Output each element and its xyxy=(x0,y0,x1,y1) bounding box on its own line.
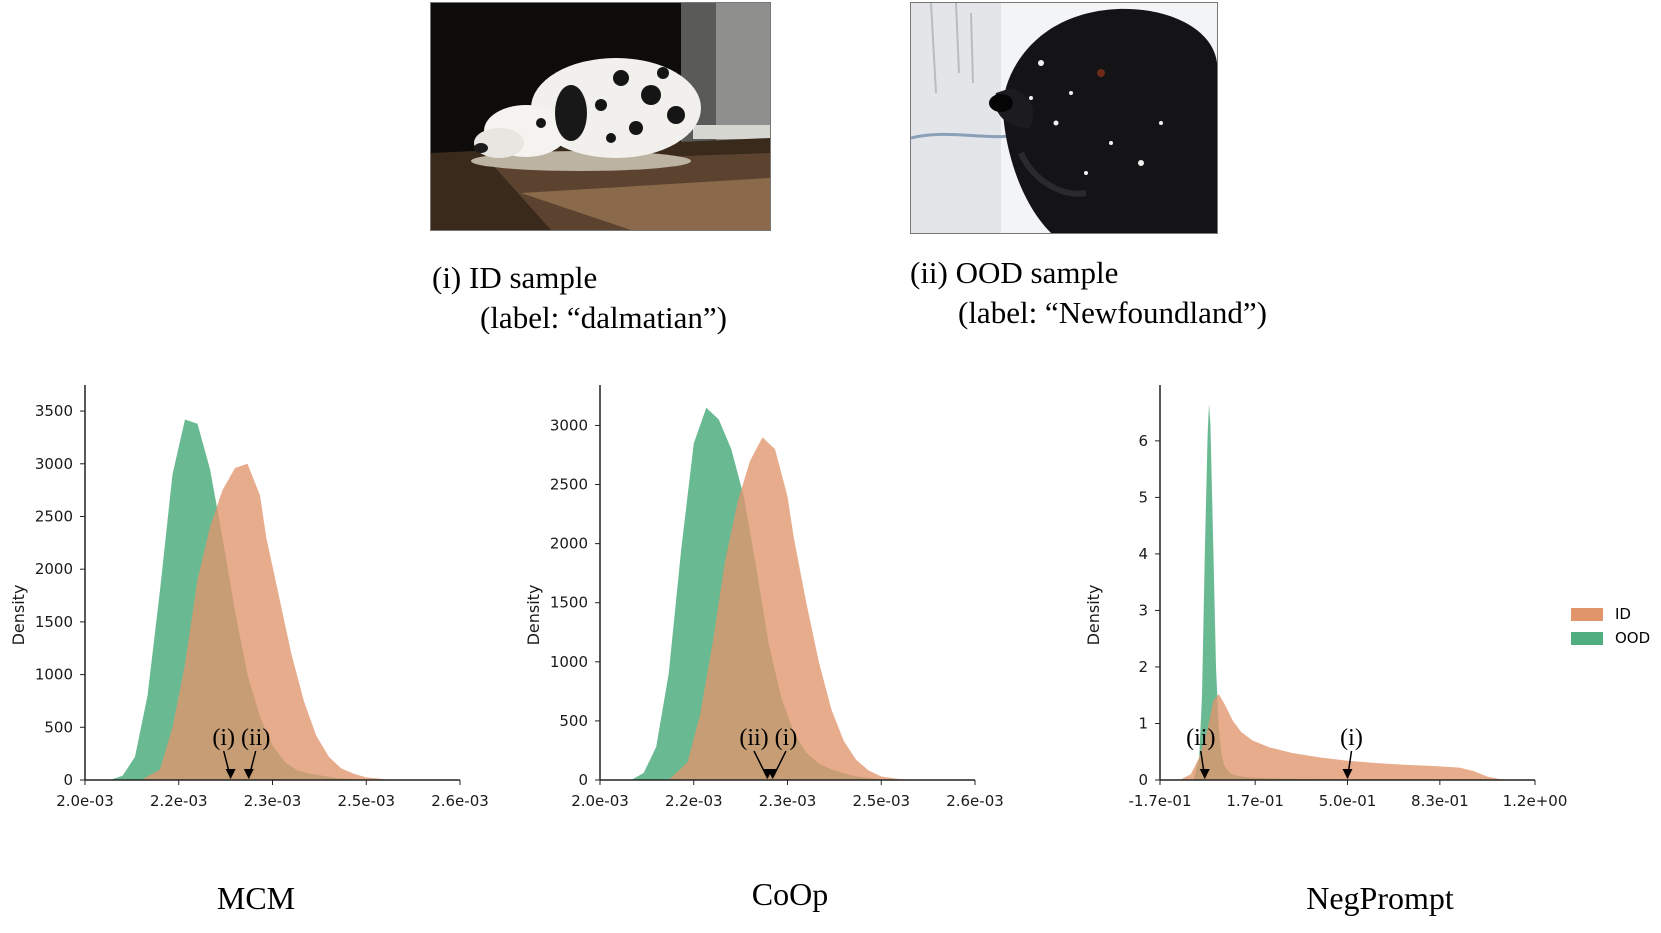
density-area-id xyxy=(668,437,919,780)
y-tick-label: 500 xyxy=(44,718,73,736)
density-area-id xyxy=(1179,694,1510,780)
y-tick-label: 0 xyxy=(63,771,73,789)
legend: ID OOD xyxy=(1571,602,1650,650)
y-tick-label: 2500 xyxy=(35,507,73,525)
x-tick-label: 2.3e-03 xyxy=(759,792,817,810)
y-tick-label: 6 xyxy=(1138,432,1148,450)
mcm-density-chart: 0 500 1000 1500 2000 2500 3000 3500 2.0e-03 2.2e-… xyxy=(9,385,489,810)
marker-label: (ii) xyxy=(241,725,270,751)
y-tick-label: 3 xyxy=(1138,601,1148,619)
y-tick-label: 2 xyxy=(1138,658,1148,676)
legend-item-ood: OOD xyxy=(1571,626,1650,650)
x-tick-label: -1.7e-01 xyxy=(1129,792,1192,810)
y-tick-label: 2500 xyxy=(550,476,588,494)
chart-panel-mcm: 0 500 1000 1500 2000 2500 3000 3500 2.0e-03 2.2e-… xyxy=(0,380,520,860)
newfoundland-photo xyxy=(911,3,1217,233)
chart-title-mcm: MCM xyxy=(216,880,296,916)
chart-title-coop: CoOp xyxy=(751,876,829,912)
y-axis-label: Density xyxy=(9,585,28,646)
id-sample-image xyxy=(430,2,771,231)
ood-sample-image xyxy=(910,2,1218,234)
x-tick-label: 2.2e-03 xyxy=(665,792,723,810)
legend-swatch-id xyxy=(1571,607,1603,621)
x-tick-label: 2.0e-03 xyxy=(56,792,114,810)
marker-arrowhead xyxy=(1342,769,1353,779)
marker-arrowhead xyxy=(1199,769,1210,779)
y-axis-label: Density xyxy=(524,585,543,646)
x-tick-label: 2.0e-03 xyxy=(571,792,629,810)
x-tick-label: 2.3e-03 xyxy=(244,792,302,810)
density-area-ood xyxy=(110,419,373,780)
y-tick-label: 1500 xyxy=(550,594,588,612)
y-axis-label: Density xyxy=(1084,585,1103,646)
x-tick-label: 1.7e-01 xyxy=(1226,792,1284,810)
ood-sample-caption: (ii) OOD sample (label: “Newfoundland”) xyxy=(910,253,1267,333)
x-tick-label: 1.2e+00 xyxy=(1503,792,1568,810)
chart-panel-negprompt: 0 1 2 3 4 5 6 -1.7e-01 1.7e-01 5.0e-01 8.3e-01 1.2e… xyxy=(1075,380,1595,860)
y-tick-label: 500 xyxy=(559,712,588,730)
y-tick-label: 2000 xyxy=(550,535,588,553)
chart-panel-coop: 0 500 1000 1500 2000 2500 3000 2.0e-03 2.2e-03 2.… xyxy=(515,380,1035,860)
id-caption-line1: (i) ID sample xyxy=(432,260,598,295)
density-area-ood xyxy=(631,407,894,780)
y-tick-label: 1 xyxy=(1138,714,1148,732)
legend-label-ood: OOD xyxy=(1615,629,1651,647)
x-tick-label: 2.5e-03 xyxy=(337,792,395,810)
y-tick-label: 1000 xyxy=(35,666,73,684)
density-area-id xyxy=(141,463,404,780)
marker-label: (i) xyxy=(775,725,798,751)
y-tick-label: 3000 xyxy=(35,455,73,473)
x-tick-label: 2.6e-03 xyxy=(431,792,489,810)
y-tick-label: 2000 xyxy=(35,560,73,578)
y-tick-label: 1500 xyxy=(35,613,73,631)
y-tick-label: 1000 xyxy=(550,653,588,671)
x-tick-label: 2.6e-03 xyxy=(946,792,1004,810)
x-tick-label: 8.3e-01 xyxy=(1411,792,1469,810)
legend-label-id: ID xyxy=(1615,605,1631,623)
y-tick-label: 3500 xyxy=(35,402,73,420)
x-tick-label: 2.2e-03 xyxy=(150,792,208,810)
y-tick-label: 5 xyxy=(1138,488,1148,506)
marker-arrowhead xyxy=(225,769,236,779)
y-tick-label: 4 xyxy=(1138,545,1148,563)
y-tick-label: 0 xyxy=(578,771,588,789)
y-tick-label: 0 xyxy=(1138,771,1148,789)
chart-title-negprompt: NegPrompt xyxy=(1306,880,1454,916)
legend-swatch-ood xyxy=(1571,631,1603,645)
marker-arrowhead xyxy=(767,769,778,779)
coop-density-chart: 0 500 1000 1500 2000 2500 3000 2.0e-03 2.2e-03 2.… xyxy=(524,385,1004,810)
x-tick-label: 5.0e-01 xyxy=(1319,792,1377,810)
id-sample-caption: (i) ID sample (label: “dalmatian”) xyxy=(432,258,727,338)
marker-label: (ii) xyxy=(739,725,768,751)
marker-arrowhead xyxy=(243,769,254,779)
marker-label: (ii) xyxy=(1186,725,1215,751)
id-caption-line2: (label: “dalmatian”) xyxy=(480,300,728,335)
marker-label: (i) xyxy=(212,725,235,751)
ood-caption-line1: (ii) OOD sample xyxy=(910,255,1119,290)
marker-label: (i) xyxy=(1340,725,1363,751)
y-tick-label: 3000 xyxy=(550,416,588,434)
negprompt-density-chart: 0 1 2 3 4 5 6 -1.7e-01 1.7e-01 5.0e-01 8.3e-01 1.2e… xyxy=(1084,385,1568,810)
dalmatian-photo xyxy=(431,3,770,230)
legend-item-id: ID xyxy=(1571,602,1650,626)
ood-caption-line2: (label: “Newfoundland”) xyxy=(958,295,1268,330)
x-tick-label: 2.5e-03 xyxy=(852,792,910,810)
